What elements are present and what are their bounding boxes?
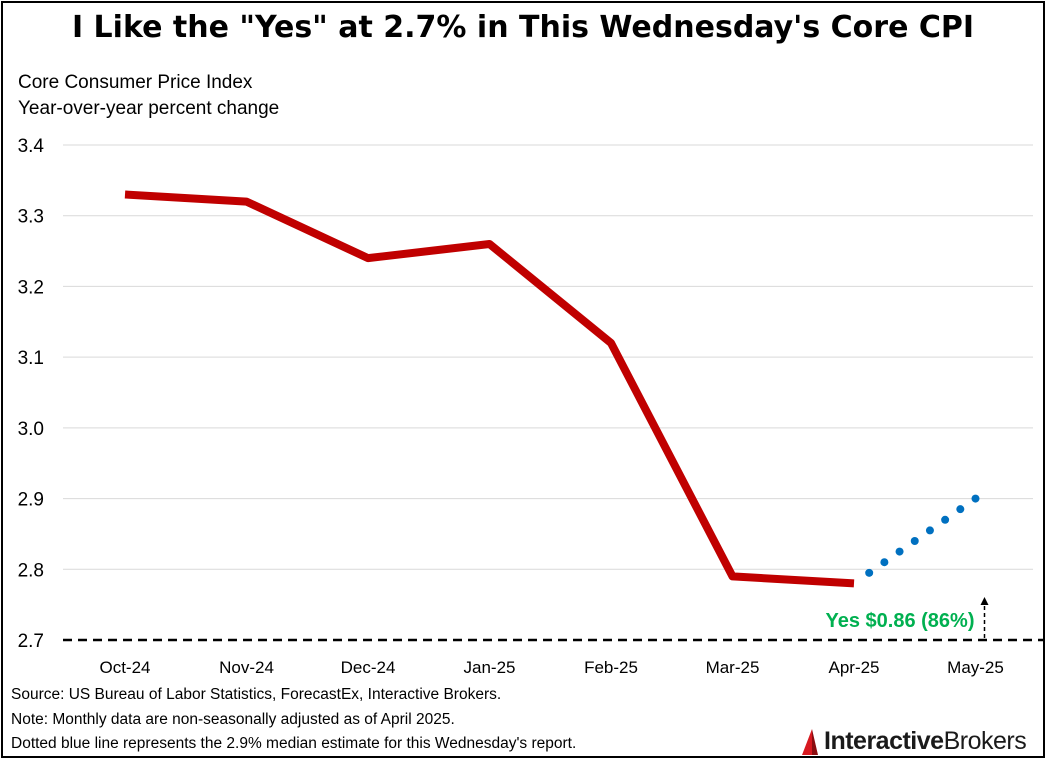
x-tick-label: Mar-25 [706, 658, 760, 677]
x-tick-label: May-25 [947, 658, 1004, 677]
source-note: Source: US Bureau of Labor Statistics, F… [11, 686, 502, 703]
y-tick-label: 2.7 [18, 631, 44, 652]
series-point-estimate [865, 568, 874, 577]
series-point-estimate [941, 515, 950, 524]
series-point-estimate [910, 537, 919, 545]
data-note: Note: Monthly data are non-seasonally ad… [11, 711, 455, 728]
estimate-note: Dotted blue line represents the 2.9% med… [11, 735, 577, 752]
series-line-actual [124, 190, 855, 588]
x-tick-label: Jan-25 [464, 658, 516, 677]
series-point-estimate [895, 547, 904, 556]
interactive-brokers-logo: Interactive Brokers [800, 724, 1027, 758]
y-tick-label: 3.4 [18, 136, 45, 157]
chart-subtitle-line-1: Core Consumer Price Index [18, 72, 253, 93]
logo-word-brokers: Brokers [943, 726, 1027, 755]
x-tick-label: Dec-24 [341, 658, 396, 677]
x-tick-label: Oct-24 [99, 658, 150, 677]
chart-title: I Like the "Yes" at 2.7% in This Wednesd… [71, 10, 975, 45]
series-point-estimate [925, 526, 934, 535]
annotation-arrow-head [980, 597, 989, 605]
x-tick-label: Nov-24 [219, 658, 274, 677]
y-tick-label: 3.1 [18, 348, 44, 369]
series-point-estimate [956, 505, 965, 514]
y-tick-label: 3.2 [18, 277, 44, 298]
y-tick-label: 2.9 [18, 490, 44, 511]
x-tick-label: Feb-25 [584, 658, 638, 677]
y-tick-label: 3.0 [18, 419, 44, 440]
y-tick-label: 3.3 [18, 207, 44, 228]
series-point-estimate [880, 558, 889, 567]
annotation-label: Yes $0.86 (86%) [826, 610, 975, 632]
series-point-estimate [971, 494, 980, 503]
logo-word-interactive: Interactive [824, 726, 944, 755]
x-tick-label: Apr-25 [828, 658, 879, 677]
brokers-logo-icon [802, 729, 818, 755]
y-tick-label: 2.8 [18, 560, 44, 581]
chart-subtitle-line-2: Year-over-year percent change [18, 98, 280, 119]
